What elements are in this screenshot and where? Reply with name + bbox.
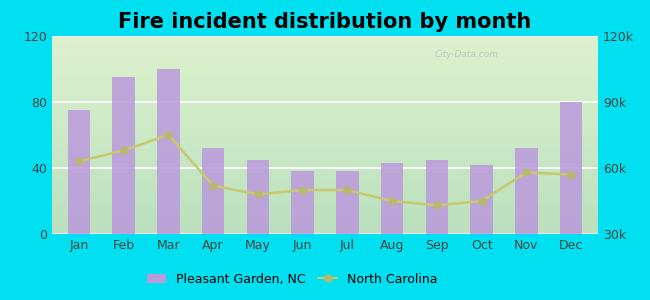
Bar <box>202 148 224 234</box>
Legend: Pleasant Garden, NC, North Carolina: Pleasant Garden, NC, North Carolina <box>142 268 443 291</box>
Text: City-Data.com: City-Data.com <box>434 50 498 59</box>
Bar <box>381 163 403 234</box>
Bar <box>247 160 269 234</box>
Bar <box>515 148 538 234</box>
Bar <box>68 110 90 234</box>
Bar <box>426 160 448 234</box>
Title: Fire incident distribution by month: Fire incident distribution by month <box>118 12 532 32</box>
Bar <box>336 171 359 234</box>
Bar <box>291 171 314 234</box>
Bar <box>157 69 179 234</box>
Bar <box>112 77 135 234</box>
Bar <box>471 165 493 234</box>
Bar <box>560 102 582 234</box>
